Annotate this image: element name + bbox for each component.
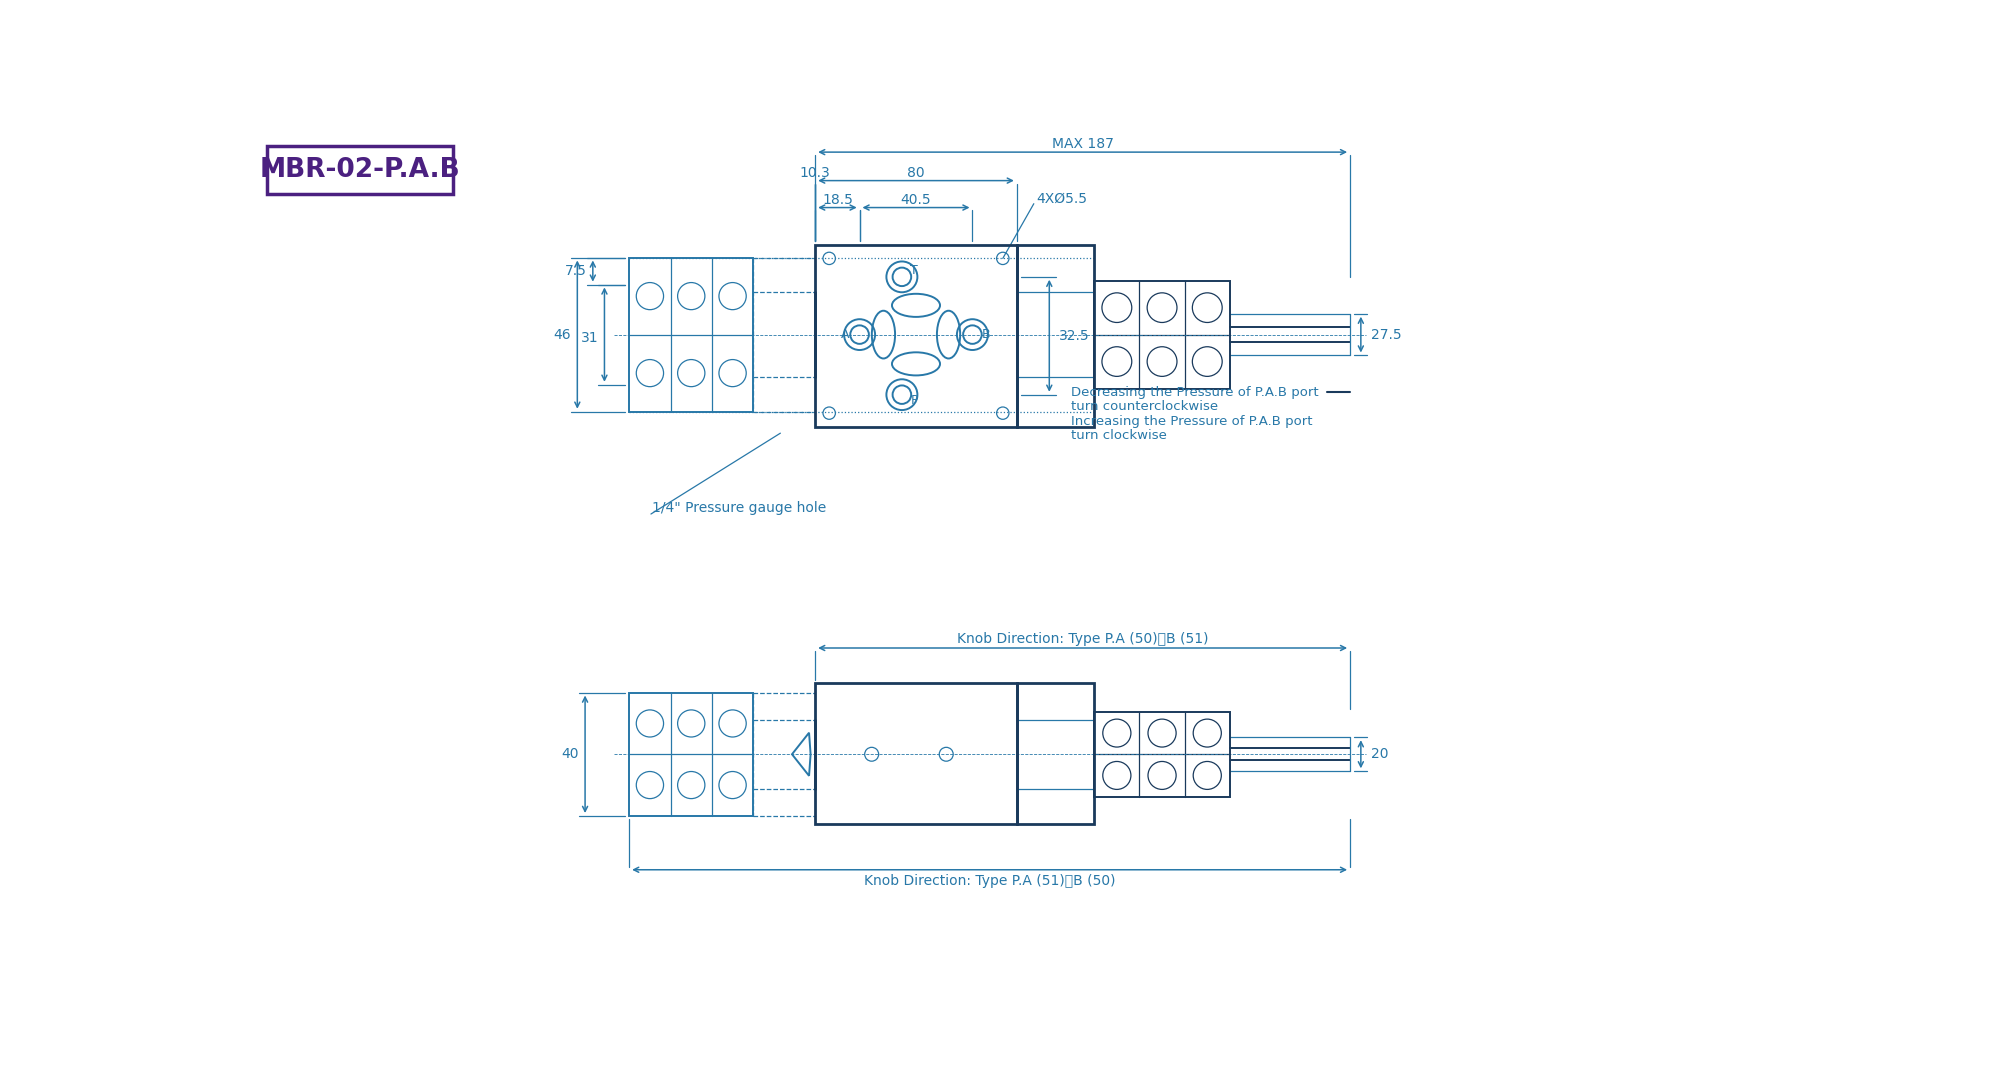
Bar: [814, 683, 1016, 824]
Bar: [1016, 245, 1094, 426]
Text: turn counterclockwise: turn counterclockwise: [1072, 399, 1218, 412]
Bar: [1094, 281, 1230, 388]
Text: 4XØ5.5: 4XØ5.5: [1036, 191, 1088, 206]
Bar: [1016, 683, 1094, 824]
Text: Knob Direction: Type P.A (51)、B (50): Knob Direction: Type P.A (51)、B (50): [864, 874, 1116, 888]
Text: turn clockwise: turn clockwise: [1072, 429, 1168, 442]
Text: 40: 40: [561, 747, 579, 762]
Text: MAX 187: MAX 187: [1052, 137, 1114, 151]
Text: A: A: [842, 329, 850, 342]
Text: 18.5: 18.5: [822, 193, 852, 207]
Text: 46: 46: [553, 327, 571, 342]
Text: 32.5: 32.5: [1060, 329, 1090, 343]
Text: T: T: [910, 264, 918, 277]
Text: Decreasing the Pressure of P.A.B port: Decreasing the Pressure of P.A.B port: [1072, 386, 1319, 399]
Bar: [629, 258, 752, 411]
Text: Knob Direction: Type P.A (50)、B (51): Knob Direction: Type P.A (50)、B (51): [956, 632, 1208, 646]
Bar: [267, 146, 453, 194]
Text: P: P: [910, 394, 918, 407]
Text: 20: 20: [1371, 747, 1389, 762]
Text: 31: 31: [581, 332, 599, 346]
Text: 80: 80: [908, 165, 924, 180]
Text: 27.5: 27.5: [1371, 327, 1401, 342]
Bar: [814, 245, 1016, 426]
Text: MBR-02-P.A.B: MBR-02-P.A.B: [259, 157, 459, 183]
Text: 10.3: 10.3: [800, 165, 830, 180]
Bar: [629, 693, 752, 816]
Text: B: B: [982, 329, 990, 342]
Text: 7.5: 7.5: [565, 263, 587, 277]
Text: Increasing the Pressure of P.A.B port: Increasing the Pressure of P.A.B port: [1072, 416, 1313, 428]
Text: 1/4" Pressure gauge hole: 1/4" Pressure gauge hole: [653, 500, 826, 515]
Bar: [1094, 712, 1230, 796]
Text: 40.5: 40.5: [900, 193, 932, 207]
